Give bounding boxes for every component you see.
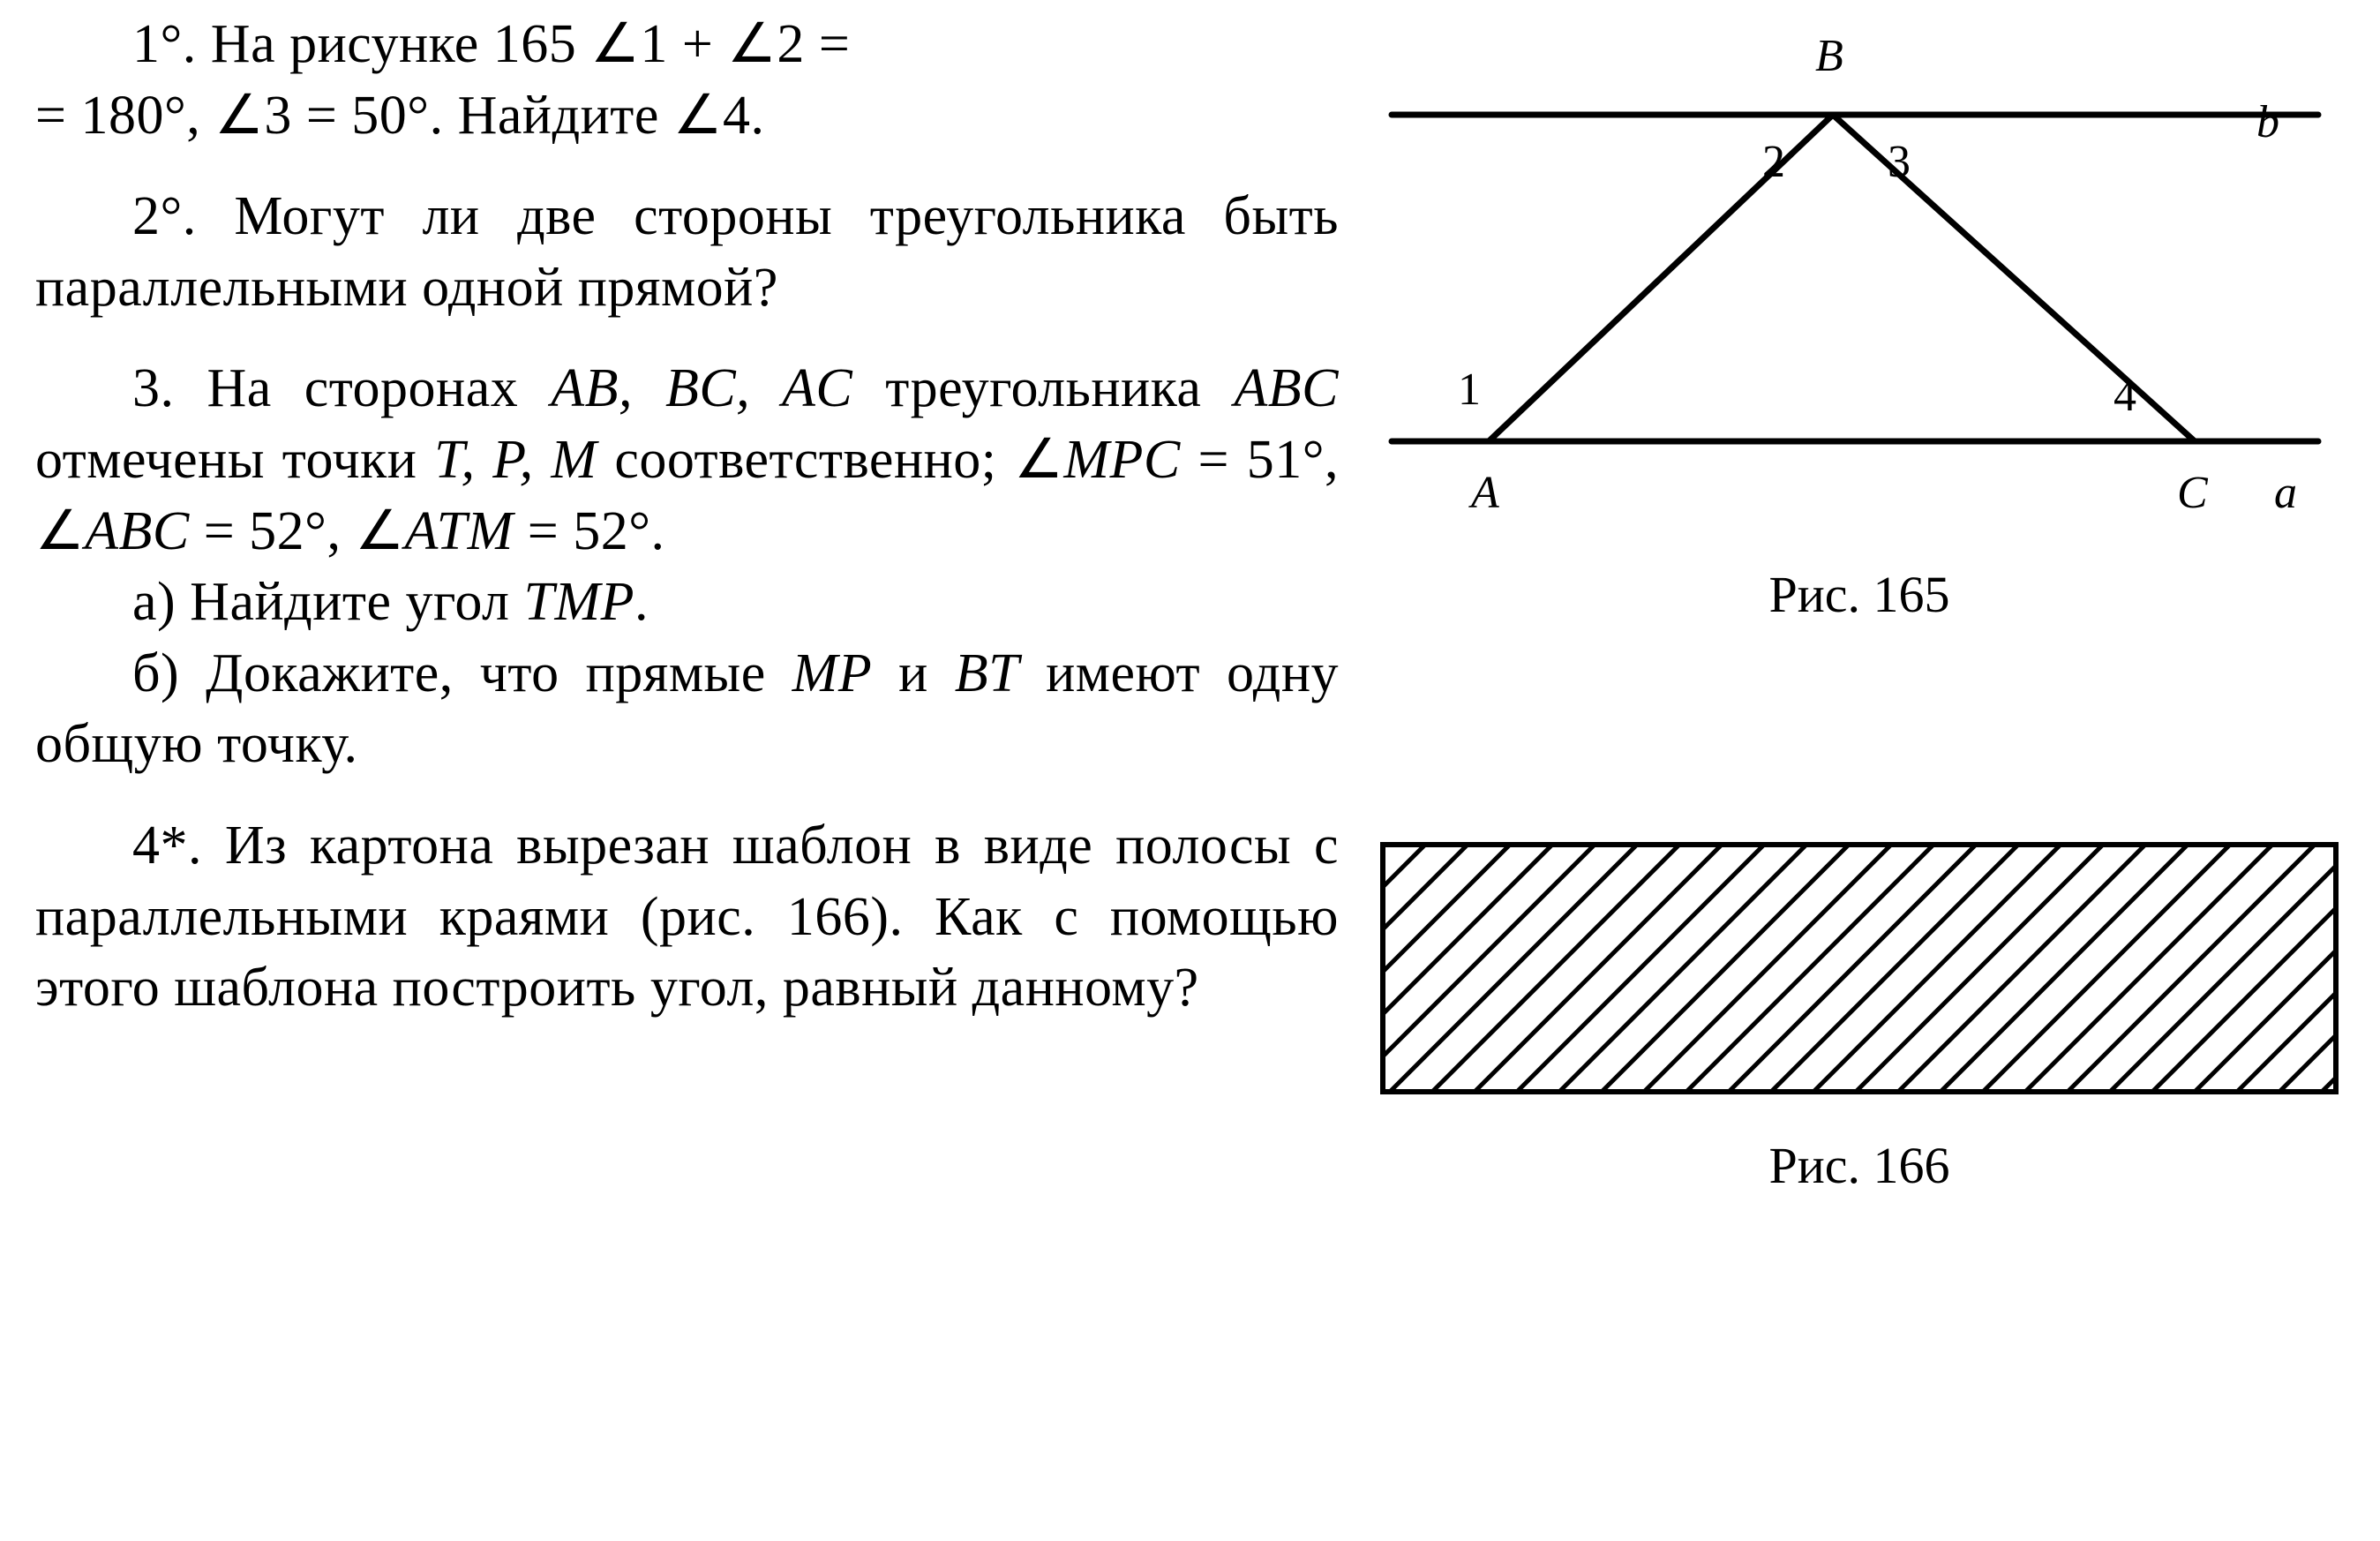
figure-166 bbox=[1374, 836, 2345, 1118]
angle-label-3: 3 bbox=[1888, 137, 1911, 187]
hatch-group bbox=[1374, 845, 2345, 1092]
problem-3: 3. На сторонах AB, BC, AC треугольника A… bbox=[35, 353, 1339, 567]
figure-166-svg bbox=[1374, 836, 2345, 1118]
angle-label-2: 2 bbox=[1762, 137, 1785, 187]
vertex-label-C: C bbox=[2177, 468, 2209, 518]
figure-165: 1 2 3 4 A B Ca b bbox=[1374, 18, 2345, 547]
problem-2: 2°. Могут ли две стороны треугольника бы… bbox=[35, 181, 1339, 323]
problem-3b: б) Докажите, что прямые MP и BT имеют од… bbox=[35, 638, 1339, 780]
figure-column: 1 2 3 4 A B Ca b Рис. 165 Рис. 166 bbox=[1374, 9, 2345, 1532]
problem-1: 1°. На рисунке 165 ∠1 + ∠2 = bbox=[35, 9, 1339, 80]
angle-label-1: 1 bbox=[1458, 365, 1481, 415]
problem-1-line2: = 180°, ∠3 = 50°. Найдите ∠4. bbox=[35, 80, 1339, 152]
figure-165-svg: 1 2 3 4 A B Ca b bbox=[1374, 18, 2345, 547]
page: 1°. На рисунке 165 ∠1 + ∠2 == 180°, ∠3 =… bbox=[0, 0, 2380, 1541]
vertex-label-B: B bbox=[1815, 31, 1843, 81]
angle-label-4: 4 bbox=[2113, 371, 2136, 421]
problem-4: 4*. Из картона вырезан шаблон в виде пол… bbox=[35, 810, 1339, 1024]
vertex-label-A: A bbox=[1468, 468, 1499, 518]
problem-3a: а) Найдите угол TMP. bbox=[35, 567, 1339, 638]
figure-166-caption: Рис. 166 bbox=[1374, 1136, 2345, 1195]
vertex-label-a: a bbox=[2274, 468, 2297, 518]
vertex-label-b: b bbox=[2256, 97, 2279, 147]
figure-165-caption: Рис. 165 bbox=[1374, 565, 2345, 624]
text-column: 1°. На рисунке 165 ∠1 + ∠2 == 180°, ∠3 =… bbox=[35, 9, 1374, 1532]
